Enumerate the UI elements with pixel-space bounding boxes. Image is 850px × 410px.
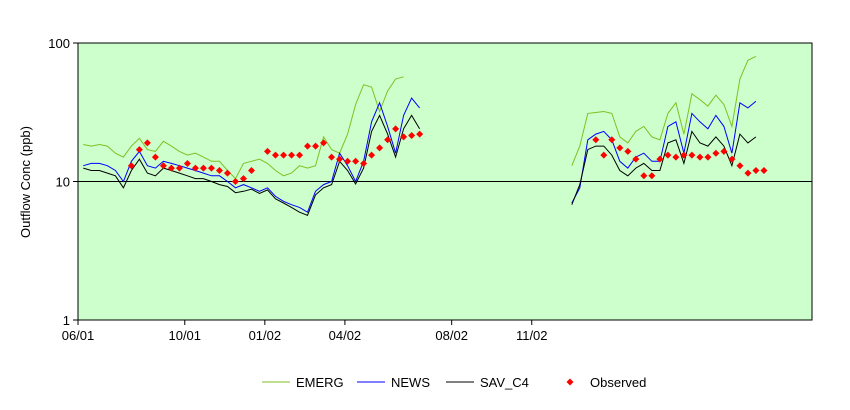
observed-point bbox=[272, 151, 280, 159]
observed-point bbox=[624, 147, 632, 155]
series-line-emerg-1 bbox=[83, 76, 404, 180]
observed-point bbox=[664, 151, 672, 159]
observed-point bbox=[696, 153, 704, 161]
series-line-emerg-2 bbox=[571, 55, 757, 166]
x-axis-ticks: 06/01 10/01 01/02 04/02 08/02 11/02 bbox=[62, 320, 548, 343]
observed-point bbox=[296, 151, 304, 159]
x-tick-label: 11/02 bbox=[516, 328, 548, 343]
observed-point bbox=[159, 162, 167, 170]
legend-label-news: NEWS bbox=[391, 375, 430, 390]
observed-point bbox=[288, 151, 296, 159]
observed-point bbox=[376, 144, 384, 152]
observed-point bbox=[352, 157, 360, 165]
y-tick-label: 10 bbox=[56, 175, 70, 190]
observed-point bbox=[672, 153, 680, 161]
observed-point bbox=[247, 167, 255, 175]
x-tick-label: 10/01 bbox=[168, 328, 201, 343]
observed-point bbox=[384, 136, 392, 144]
observed-point bbox=[328, 153, 336, 161]
observed-point bbox=[231, 178, 239, 185]
observed-point bbox=[704, 153, 712, 161]
observed-point bbox=[143, 139, 151, 147]
y-tick-label: 1 bbox=[63, 313, 70, 328]
series-line-sav-c4-1 bbox=[83, 114, 421, 216]
observed-point bbox=[167, 164, 175, 172]
observed-point bbox=[760, 167, 768, 175]
observed-point bbox=[191, 164, 199, 172]
observed-point bbox=[239, 175, 247, 183]
legend: EMERG NEWS SAV_C4 Observed bbox=[262, 375, 646, 390]
observed-point bbox=[608, 136, 616, 144]
observed-point bbox=[720, 147, 728, 155]
observed-point bbox=[223, 169, 231, 177]
legend-swatch-observed bbox=[566, 378, 574, 386]
observed-point bbox=[320, 139, 328, 147]
observed-point bbox=[736, 162, 744, 170]
x-tick-label: 04/02 bbox=[329, 328, 362, 343]
x-tick-label: 08/02 bbox=[435, 328, 468, 343]
observed-point bbox=[280, 151, 288, 159]
observed-point bbox=[600, 151, 608, 159]
observed-point bbox=[400, 133, 408, 141]
observed-point bbox=[416, 130, 424, 138]
observed-point bbox=[616, 144, 624, 152]
observed-point bbox=[712, 149, 720, 157]
x-tick-label: 06/01 bbox=[62, 328, 95, 343]
x-tick-label: 01/02 bbox=[249, 328, 282, 343]
observed-point bbox=[680, 151, 688, 159]
observed-point bbox=[632, 155, 640, 163]
observed-point bbox=[199, 164, 207, 172]
observed-point bbox=[336, 155, 344, 163]
observed-point bbox=[207, 164, 215, 172]
observed-markers bbox=[127, 125, 768, 185]
legend-label-sav-c4: SAV_C4 bbox=[480, 375, 529, 390]
observed-point bbox=[264, 147, 272, 155]
observed-point bbox=[304, 142, 312, 150]
y-axis-ticks: 1 10 100 bbox=[48, 36, 78, 328]
observed-point bbox=[592, 136, 600, 144]
observed-point bbox=[408, 131, 416, 139]
observed-point bbox=[728, 155, 736, 163]
legend-label-observed: Observed bbox=[590, 375, 646, 390]
y-axis-title: Outflow Conc (ppb) bbox=[18, 126, 33, 238]
observed-point bbox=[312, 142, 320, 150]
observed-point bbox=[344, 157, 352, 165]
observed-point bbox=[656, 155, 664, 163]
observed-point bbox=[127, 162, 135, 170]
observed-point bbox=[215, 167, 223, 175]
observed-point bbox=[360, 159, 368, 167]
observed-point bbox=[640, 172, 648, 180]
y-tick-label: 100 bbox=[48, 36, 70, 51]
observed-point bbox=[744, 169, 752, 177]
observed-point bbox=[175, 164, 183, 172]
legend-label-emerg: EMERG bbox=[296, 375, 344, 390]
observed-point bbox=[648, 172, 656, 180]
observed-point bbox=[688, 151, 696, 159]
observed-point bbox=[368, 151, 376, 159]
series-line-news-2 bbox=[571, 100, 757, 204]
observed-point bbox=[183, 159, 191, 167]
observed-point bbox=[392, 125, 400, 133]
observed-point bbox=[752, 167, 760, 175]
observed-point bbox=[151, 153, 159, 161]
observed-point bbox=[135, 146, 143, 154]
